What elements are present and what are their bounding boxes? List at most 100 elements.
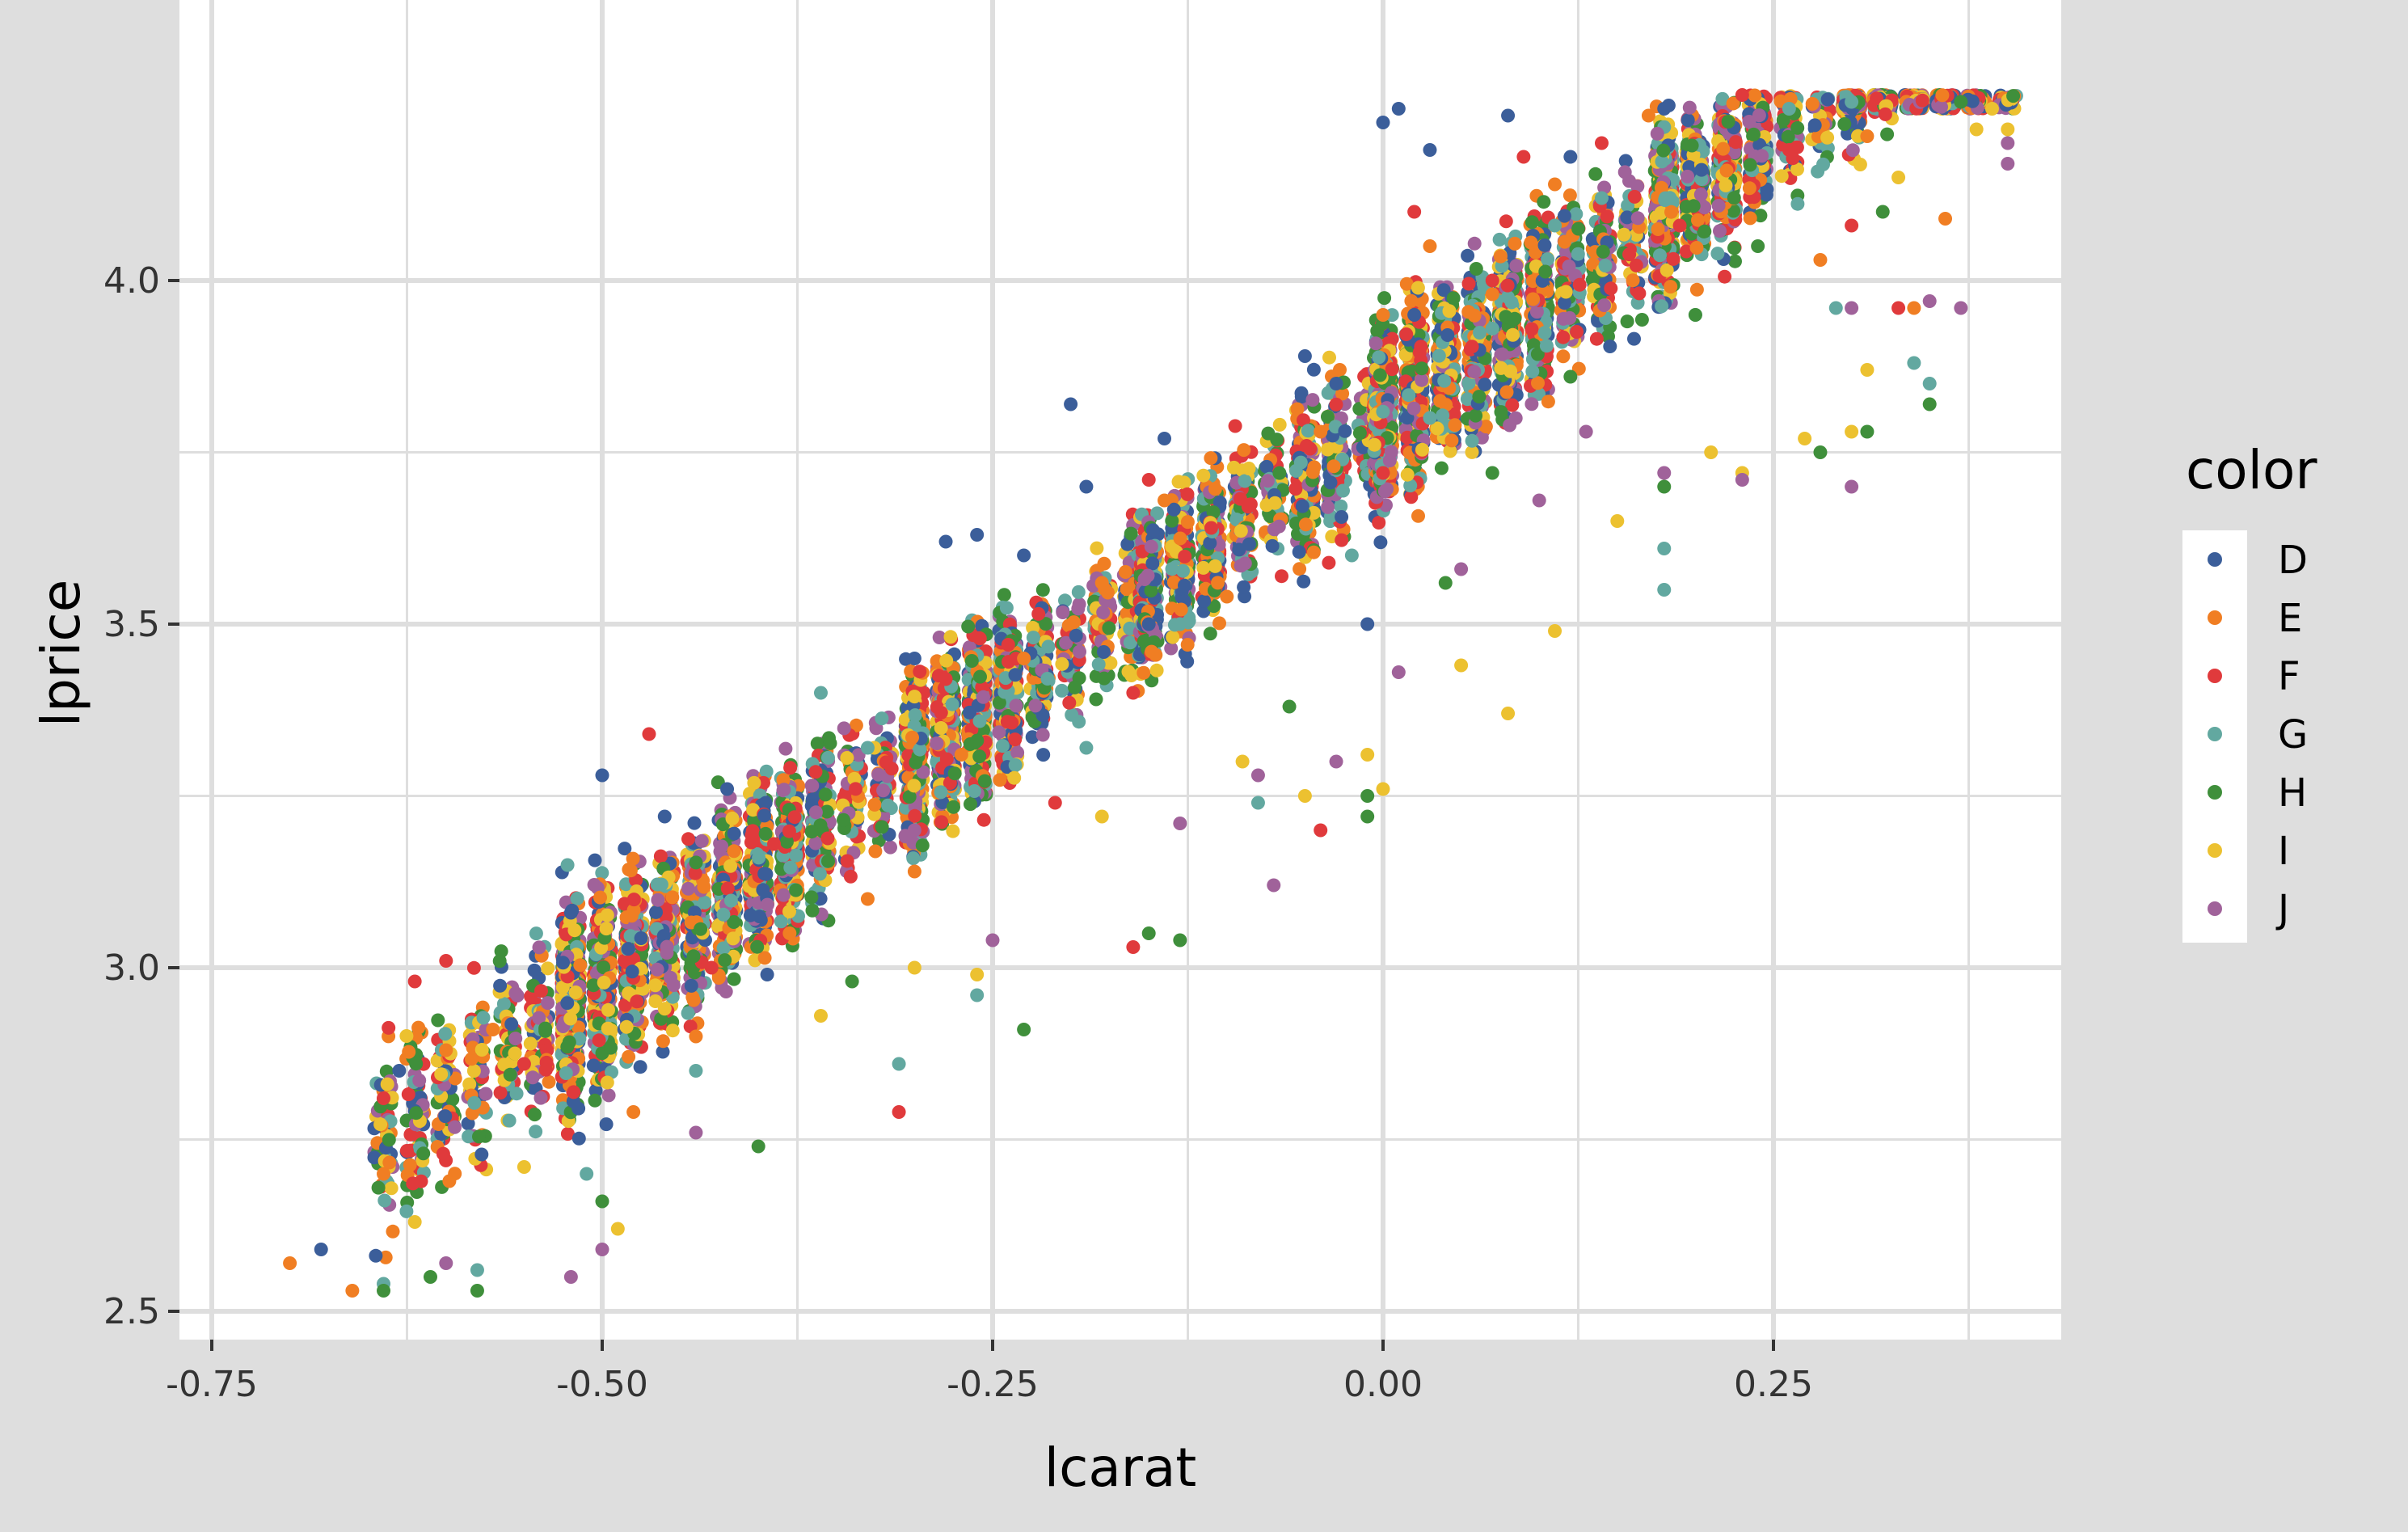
cloud-point — [1237, 443, 1251, 458]
cloud-point — [653, 849, 668, 863]
cloud-point — [1118, 565, 1132, 579]
cloud-point — [1096, 606, 1111, 619]
cloud-point — [789, 848, 803, 863]
cloud-point — [592, 1033, 606, 1048]
cloud-point — [757, 867, 772, 881]
cloud-point — [1055, 656, 1069, 671]
cloud-point — [849, 782, 862, 796]
cloud-point — [573, 958, 588, 973]
cloud-point — [939, 752, 954, 766]
cloud-point — [820, 831, 835, 846]
cloud-point — [823, 736, 837, 750]
cloud-point — [905, 730, 919, 745]
cloud-point — [467, 1095, 482, 1110]
cloud-point — [496, 997, 511, 1011]
cloud-point — [476, 1011, 491, 1025]
cloud-point — [747, 775, 761, 790]
cloud-point — [555, 980, 570, 994]
cloud-point — [1180, 654, 1195, 669]
cloud-point — [759, 764, 774, 779]
cloud-point — [651, 893, 665, 907]
cloud-point — [533, 1091, 548, 1105]
cloud-point — [720, 881, 735, 896]
cloud-point — [1005, 715, 1019, 730]
cloud-point — [687, 816, 702, 830]
cloud-point — [541, 961, 555, 976]
cloud-point — [964, 654, 979, 668]
cloud-point — [821, 854, 835, 868]
cloud-point — [972, 749, 987, 764]
cloud-point — [411, 1020, 426, 1035]
cloud-point — [1203, 536, 1217, 551]
cloud-point — [727, 826, 741, 841]
cloud-point — [1145, 556, 1160, 571]
cloud-point — [373, 1117, 388, 1132]
cloud-point — [508, 1032, 523, 1046]
cloud-point — [625, 964, 639, 979]
cloud-point — [626, 851, 640, 866]
cloud-point — [619, 1019, 634, 1034]
cloud-point — [442, 1174, 457, 1188]
cloud-point — [1208, 559, 1222, 573]
cloud-point — [462, 1077, 477, 1091]
cloud-point — [377, 1193, 392, 1208]
cloud-point — [445, 1092, 460, 1107]
cloud-point — [725, 811, 740, 825]
cloud-point — [399, 1204, 414, 1218]
cloud-point — [972, 631, 987, 645]
cloud-point — [782, 824, 796, 838]
cloud-point — [430, 1053, 445, 1068]
cloud-point — [525, 1070, 540, 1085]
cloud-point — [571, 1131, 586, 1146]
cloud-point — [604, 1040, 618, 1055]
cloud-point — [681, 881, 695, 896]
cloud-point — [465, 1106, 479, 1121]
cloud-point — [782, 905, 796, 918]
cloud-point — [621, 942, 635, 956]
cloud-point — [556, 956, 570, 970]
cloud-point — [723, 893, 738, 908]
cloud-point — [559, 1066, 573, 1080]
cloud-point — [497, 1057, 512, 1072]
cloud-point — [837, 721, 851, 736]
cloud-point — [947, 766, 962, 781]
cloud-point — [595, 866, 609, 880]
cloud-point — [665, 890, 680, 905]
cloud-point — [757, 808, 772, 823]
cloud-point — [1211, 576, 1225, 590]
cloud-point — [1173, 531, 1187, 546]
cloud-point — [462, 1129, 476, 1144]
cloud-point — [399, 1144, 414, 1158]
cloud-point — [560, 1040, 575, 1054]
cloud-point — [1089, 692, 1103, 707]
point-cloud — [367, 88, 2023, 1264]
cloud-point — [777, 783, 791, 797]
cloud-point — [789, 883, 803, 897]
cloud-point — [1008, 758, 1023, 772]
cloud-point — [723, 859, 738, 873]
cloud-point — [1166, 630, 1180, 644]
cloud-point — [448, 1071, 462, 1086]
cloud-point — [812, 867, 827, 881]
cloud-point — [997, 588, 1011, 602]
cloud-point — [597, 975, 611, 990]
cloud-point — [1174, 602, 1188, 617]
cloud-point — [409, 1057, 424, 1071]
cloud-point — [879, 755, 893, 770]
cloud-point — [461, 1116, 475, 1131]
cloud-point — [523, 1036, 538, 1051]
cloud-point — [386, 1224, 400, 1239]
cloud-point — [821, 750, 835, 765]
cloud-point — [623, 863, 638, 878]
cloud-point — [532, 1011, 546, 1025]
cloud-point — [743, 908, 757, 922]
cloud-point — [1178, 578, 1191, 593]
cloud-point — [634, 931, 648, 945]
cloud-point — [760, 968, 774, 981]
cloud-point — [805, 779, 820, 793]
cloud-point — [750, 939, 765, 954]
cloud-point — [622, 1049, 636, 1064]
cloud-point — [599, 922, 614, 936]
cloud-point — [697, 880, 711, 894]
